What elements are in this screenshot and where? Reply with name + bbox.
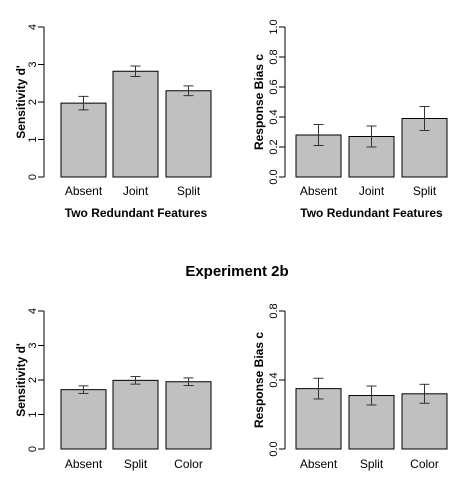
- y-axis-label: Response Bias c: [252, 332, 266, 428]
- x-axis-title: Two Redundant Features: [300, 206, 443, 220]
- y-tick-label: 4: [27, 308, 39, 314]
- bar-split: [112, 379, 159, 450]
- category-label: Color: [410, 457, 439, 471]
- y-tick-label: 0.6: [268, 79, 280, 94]
- bar-absent: [60, 102, 107, 178]
- bar-joint: [112, 70, 159, 178]
- chart-panel-3: 0 1 2 3 4 Sensitivity d' Absent Split Color: [14, 308, 212, 471]
- bar-color: [165, 381, 212, 450]
- category-label: Split: [360, 457, 384, 471]
- y-axis-label: Sensitivity d': [14, 65, 28, 139]
- y-tick-label: 0.8: [268, 49, 280, 64]
- y-tick-label: 1: [27, 411, 39, 417]
- category-label: Absent: [65, 457, 103, 471]
- y-tick-label: 0.8: [268, 303, 280, 318]
- category-label: Split: [177, 184, 201, 198]
- category-label: Color: [174, 457, 203, 471]
- y-tick-label: 3: [27, 61, 39, 67]
- y-tick-label: 2: [27, 99, 39, 105]
- y-tick-label: 2: [27, 377, 39, 383]
- bar-absent: [60, 389, 107, 450]
- y-tick-label: 1.0: [268, 19, 280, 34]
- y-tick-label: 0.0: [268, 169, 280, 184]
- category-label: Split: [413, 184, 437, 198]
- chart-panel-1: 0 1 2 3 4 Sensitivity d' Absent Joint Split Two R…: [14, 24, 212, 220]
- y-tick-label: 0.4: [268, 372, 280, 387]
- y-tick-label: 0.0: [268, 441, 280, 456]
- y-tick-label: 0.4: [268, 109, 280, 124]
- chart-panel-2: 0.0 0.2 0.4 0.6 0.8 1.0 Response Bias c Absent J…: [252, 19, 448, 220]
- category-label: Joint: [359, 184, 385, 198]
- y-tick-label: 0: [27, 174, 39, 180]
- category-label: Joint: [123, 184, 149, 198]
- x-axis-title: Two Redundant Features: [65, 206, 208, 220]
- chart-panel-4: 0.0 0.4 0.8 Response Bias c Absent Split Color: [252, 303, 448, 471]
- y-tick-label: 1: [27, 136, 39, 142]
- y-tick-label: 3: [27, 342, 39, 348]
- category-label: Split: [124, 457, 148, 471]
- y-tick-label: 0: [27, 446, 39, 452]
- experiment-heading: Experiment 2b: [185, 263, 289, 280]
- y-tick-label: 4: [27, 24, 39, 30]
- bar-split: [165, 90, 212, 178]
- y-axis-label: Sensitivity d': [14, 343, 28, 417]
- y-tick-label: 0.2: [268, 139, 280, 154]
- category-label: Absent: [300, 457, 338, 471]
- category-label: Absent: [65, 184, 103, 198]
- y-axis-label: Response Bias c: [252, 54, 266, 150]
- category-label: Absent: [300, 184, 338, 198]
